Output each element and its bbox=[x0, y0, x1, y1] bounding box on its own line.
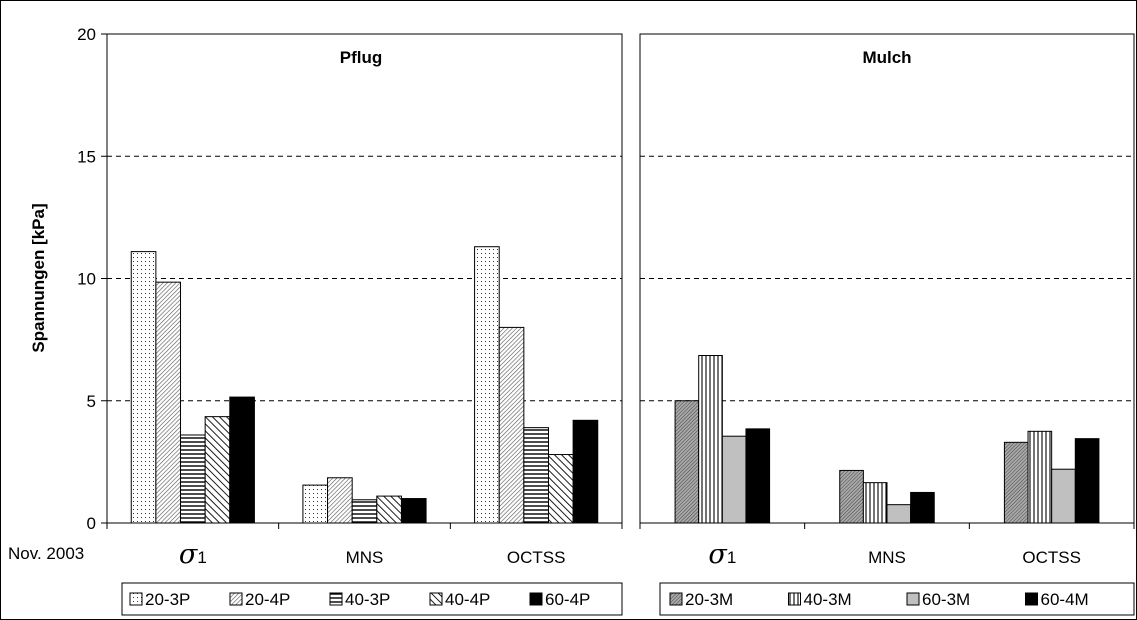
bar-20-3M-0 bbox=[674, 400, 700, 524]
legend-label-40-3M: 40-3M bbox=[804, 590, 852, 609]
category-label-1-1: MNS bbox=[868, 548, 906, 567]
legend-swatch-40-3P bbox=[329, 592, 343, 606]
bar-60-4M-0 bbox=[745, 428, 771, 524]
bar-20-3P-0 bbox=[130, 251, 157, 524]
legend-swatch-40-4P bbox=[429, 592, 443, 606]
bar-60-4P-1 bbox=[400, 498, 427, 524]
panel-title-pflug: Pflug bbox=[340, 48, 383, 67]
legend-label-60-4M: 60-4M bbox=[1041, 590, 1089, 609]
bar-40-4P-2 bbox=[547, 454, 574, 524]
legend-swatch-20-3P bbox=[129, 592, 143, 606]
bar-60-4M-1 bbox=[910, 491, 935, 524]
bar-40-4P-1 bbox=[376, 495, 402, 524]
bar-40-3P-1 bbox=[351, 499, 378, 524]
legend-swatch-40-3M bbox=[788, 592, 801, 606]
category-label-0-1: MNS bbox=[346, 548, 384, 567]
bar-40-3P-0 bbox=[180, 434, 206, 524]
legend-entries: 20-3P 20-4P 40-3P 40-4P 60-4P 20-3M 40-3M 60-3M… bbox=[129, 590, 1089, 609]
legend-swatch-20-3M bbox=[669, 592, 683, 606]
legend-label-60-4P: 60-4P bbox=[545, 590, 590, 609]
y-tick-label-20: 20 bbox=[77, 25, 96, 44]
x-tick-labels: σ1 MNS OCTSS σ1 MNS OCTSS bbox=[106, 523, 1135, 570]
legend-label-20-3P: 20-3P bbox=[145, 590, 190, 609]
bar-60-4M-2 bbox=[1074, 438, 1100, 524]
category-label-0-2: OCTSS bbox=[507, 548, 566, 567]
category-label-0-0: σ1 bbox=[179, 539, 207, 570]
legend-label-40-3P: 40-3P bbox=[345, 590, 390, 609]
bar-40-4P-0 bbox=[204, 416, 231, 524]
bar-20-3M-1 bbox=[839, 469, 864, 524]
gridlines bbox=[107, 155, 1134, 402]
bar-60-4P-0 bbox=[229, 396, 255, 524]
bar-20-4P-2 bbox=[498, 326, 525, 524]
bar-20-3P-2 bbox=[474, 246, 500, 524]
bar-20-3M-2 bbox=[1003, 441, 1029, 524]
bar-60-3M-0 bbox=[721, 435, 747, 524]
bar-60-3M-1 bbox=[886, 504, 912, 524]
y-tick-label-15: 15 bbox=[77, 147, 96, 166]
panel-title-mulch: Mulch bbox=[862, 48, 911, 67]
bar-20-4P-1 bbox=[327, 477, 353, 524]
bar-40-3M-2 bbox=[1027, 430, 1053, 524]
date-note: Nov. 2003 bbox=[8, 544, 84, 563]
bar-40-3P-2 bbox=[523, 427, 549, 524]
legend-swatch-60-4P bbox=[529, 592, 543, 606]
legend-swatch-60-4M bbox=[1025, 592, 1038, 606]
y-tick-label-0: 0 bbox=[87, 514, 96, 533]
legend-label-60-3M: 60-3M bbox=[922, 590, 970, 609]
category-label-1-2: OCTSS bbox=[1022, 548, 1081, 567]
legend-label-20-3M: 20-3M bbox=[685, 590, 733, 609]
bar-60-3M-2 bbox=[1051, 468, 1076, 524]
bar-60-4P-2 bbox=[572, 419, 599, 524]
legend-mulch bbox=[659, 582, 1135, 616]
y-axis: 0 5 10 15 20 bbox=[77, 25, 107, 533]
legend-swatch-60-3M bbox=[906, 592, 920, 606]
legend-label-20-4P: 20-4P bbox=[245, 590, 290, 609]
bar-40-3M-1 bbox=[862, 482, 888, 524]
legend-label-40-4P: 40-4P bbox=[445, 590, 490, 609]
y-axis-label: Spannungen [kPa] bbox=[29, 203, 48, 352]
bar-20-4P-0 bbox=[155, 281, 182, 524]
bar-20-3P-1 bbox=[302, 484, 329, 524]
category-label-1-0: σ1 bbox=[708, 539, 736, 570]
bar-40-3M-0 bbox=[698, 355, 723, 524]
legend-swatch-20-4P bbox=[229, 592, 243, 606]
bars bbox=[130, 246, 1100, 524]
y-tick-label-5: 5 bbox=[87, 392, 96, 411]
y-tick-label-10: 10 bbox=[77, 270, 96, 289]
